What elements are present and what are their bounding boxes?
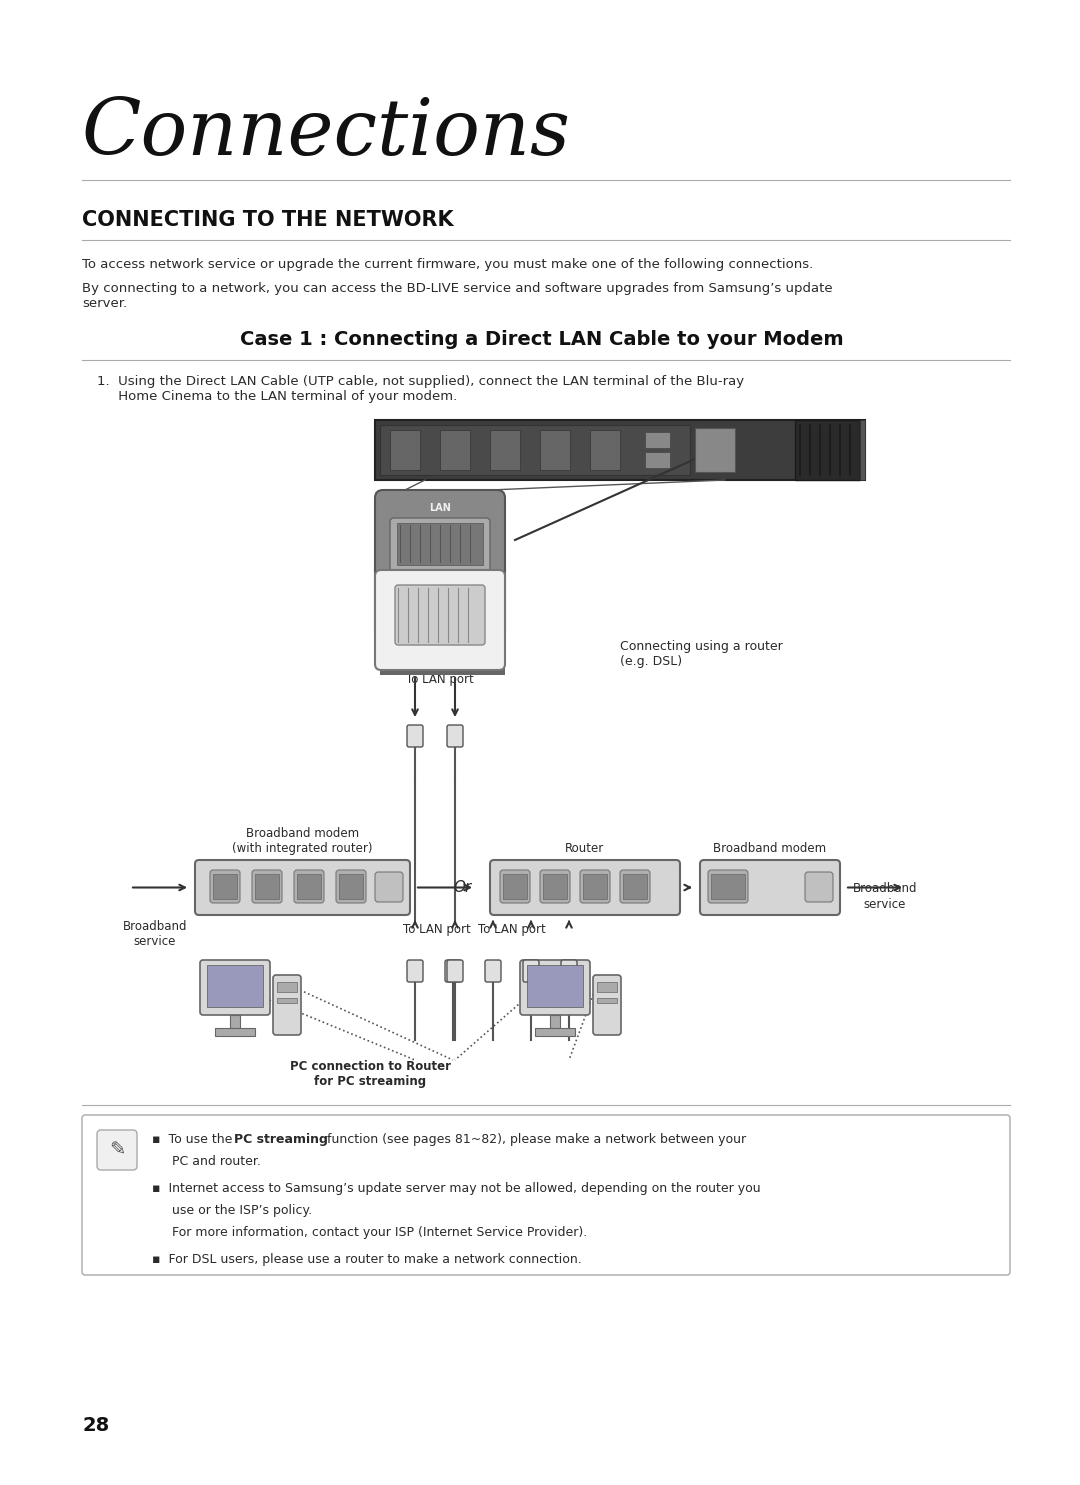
Bar — [860, 420, 865, 480]
Text: Case 1 : Connecting a Direct LAN Cable to your Modem: Case 1 : Connecting a Direct LAN Cable t… — [240, 330, 843, 349]
Text: Connecting using a router
(e.g. DSL): Connecting using a router (e.g. DSL) — [620, 640, 783, 668]
Bar — [645, 432, 670, 448]
Text: PC streaming: PC streaming — [234, 1133, 328, 1146]
Text: ▪  Internet access to Samsung’s update server may not be allowed, depending on t: ▪ Internet access to Samsung’s update se… — [152, 1182, 760, 1195]
Bar — [213, 875, 237, 898]
FancyBboxPatch shape — [490, 860, 680, 915]
FancyBboxPatch shape — [407, 725, 423, 747]
Text: PC connection to Router
for PC streaming: PC connection to Router for PC streaming — [289, 1060, 450, 1089]
FancyBboxPatch shape — [195, 860, 410, 915]
Bar — [339, 875, 363, 898]
Text: Or: Or — [454, 881, 472, 895]
Bar — [380, 425, 690, 475]
Bar — [550, 1016, 561, 1031]
FancyBboxPatch shape — [580, 870, 610, 903]
Bar — [711, 875, 745, 898]
Text: 1.  Using the Direct LAN Cable (UTP cable, not supplied), connect the LAN termin: 1. Using the Direct LAN Cable (UTP cable… — [97, 376, 744, 402]
FancyBboxPatch shape — [375, 490, 505, 640]
Bar — [527, 965, 583, 1007]
FancyBboxPatch shape — [620, 870, 650, 903]
FancyBboxPatch shape — [375, 872, 403, 901]
Text: ▪  For DSL users, please use a router to make a network connection.: ▪ For DSL users, please use a router to … — [152, 1253, 582, 1267]
Text: 28: 28 — [82, 1417, 109, 1435]
Bar — [255, 875, 279, 898]
Text: function (see pages 81~82), please make a network between your: function (see pages 81~82), please make … — [323, 1133, 746, 1146]
Text: ▪  To use the: ▪ To use the — [152, 1133, 237, 1146]
Text: Broadband modem
(with integrated router): Broadband modem (with integrated router) — [232, 827, 373, 855]
Text: PC and router.: PC and router. — [172, 1155, 261, 1169]
Text: To LAN port: To LAN port — [478, 924, 545, 936]
FancyBboxPatch shape — [97, 1130, 137, 1170]
Bar — [543, 875, 567, 898]
Text: By connecting to a network, you can access the BD-LIVE service and software upgr: By connecting to a network, you can acce… — [82, 282, 833, 310]
Text: use or the ISP’s policy.: use or the ISP’s policy. — [172, 1204, 312, 1218]
FancyBboxPatch shape — [390, 518, 490, 573]
FancyBboxPatch shape — [447, 725, 463, 747]
FancyBboxPatch shape — [447, 959, 463, 982]
Bar — [540, 431, 570, 469]
FancyBboxPatch shape — [336, 870, 366, 903]
Text: Broadband modem: Broadband modem — [714, 842, 826, 855]
Bar — [390, 431, 420, 469]
FancyBboxPatch shape — [805, 872, 833, 901]
Bar — [440, 431, 470, 469]
Text: Connections: Connections — [82, 95, 571, 171]
Bar — [276, 998, 297, 1002]
FancyBboxPatch shape — [252, 870, 282, 903]
Text: To LAN port: To LAN port — [406, 673, 474, 686]
Bar — [597, 998, 617, 1002]
Bar — [645, 451, 670, 468]
Text: For more information, contact your ISP (Internet Service Provider).: For more information, contact your ISP (… — [172, 1227, 588, 1238]
Bar — [590, 431, 620, 469]
Bar — [230, 1016, 240, 1031]
Bar — [503, 875, 527, 898]
FancyBboxPatch shape — [273, 976, 301, 1035]
Bar — [297, 875, 321, 898]
Bar — [397, 523, 483, 564]
Bar — [215, 1028, 255, 1037]
FancyBboxPatch shape — [500, 870, 530, 903]
FancyBboxPatch shape — [523, 959, 539, 982]
Text: To LAN port: To LAN port — [403, 924, 471, 936]
FancyBboxPatch shape — [445, 959, 461, 982]
FancyBboxPatch shape — [485, 959, 501, 982]
Text: Broadband
service: Broadband service — [853, 882, 917, 910]
FancyBboxPatch shape — [700, 860, 840, 915]
Bar — [535, 1028, 575, 1037]
Text: To access network service or upgrade the current firmware, you must make one of : To access network service or upgrade the… — [82, 258, 813, 270]
FancyBboxPatch shape — [375, 570, 505, 670]
Bar — [597, 982, 617, 992]
Bar — [490, 431, 519, 469]
Bar — [795, 420, 860, 480]
Text: CONNECTING TO THE NETWORK: CONNECTING TO THE NETWORK — [82, 209, 454, 230]
Text: Broadband
service: Broadband service — [123, 921, 187, 947]
Text: ✎: ✎ — [109, 1140, 125, 1160]
Text: Router: Router — [565, 842, 605, 855]
FancyBboxPatch shape — [708, 870, 748, 903]
FancyBboxPatch shape — [519, 959, 590, 1016]
FancyBboxPatch shape — [407, 959, 423, 982]
FancyBboxPatch shape — [540, 870, 570, 903]
Bar — [380, 667, 505, 676]
Bar — [375, 420, 865, 480]
Bar — [583, 875, 607, 898]
Bar — [696, 428, 735, 472]
FancyBboxPatch shape — [210, 870, 240, 903]
FancyBboxPatch shape — [395, 585, 485, 644]
Bar — [207, 965, 264, 1007]
FancyBboxPatch shape — [82, 1115, 1010, 1276]
Text: LAN: LAN — [429, 503, 451, 512]
Bar — [276, 982, 297, 992]
FancyBboxPatch shape — [561, 959, 577, 982]
FancyBboxPatch shape — [593, 976, 621, 1035]
FancyBboxPatch shape — [294, 870, 324, 903]
FancyBboxPatch shape — [200, 959, 270, 1016]
Bar — [623, 875, 647, 898]
